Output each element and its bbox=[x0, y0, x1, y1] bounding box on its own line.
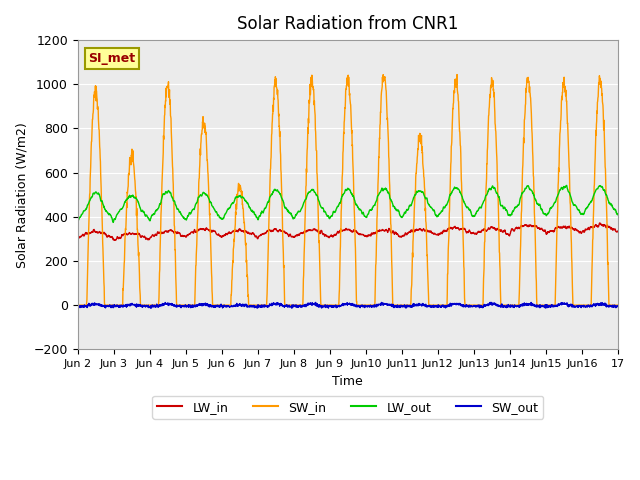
LW_out bbox=[364, 212, 371, 218]
LW_out bbox=[614, 212, 622, 217]
LW_out bbox=[109, 219, 117, 225]
LW_in bbox=[566, 226, 574, 231]
SW_in bbox=[582, 302, 589, 308]
LW_out bbox=[376, 191, 383, 196]
SW_in bbox=[364, 302, 371, 308]
Y-axis label: Solar Radiation (W/m2): Solar Radiation (W/m2) bbox=[15, 122, 28, 267]
LW_out bbox=[74, 219, 81, 225]
LW_in bbox=[110, 238, 118, 243]
Line: LW_in: LW_in bbox=[77, 223, 618, 240]
Legend: LW_in, SW_in, LW_out, SW_out: LW_in, SW_in, LW_out, SW_out bbox=[152, 396, 543, 419]
LW_in bbox=[614, 228, 622, 234]
SW_out bbox=[487, 300, 495, 305]
LW_out bbox=[563, 182, 570, 188]
SW_in bbox=[453, 72, 461, 77]
LW_in bbox=[74, 236, 81, 242]
Text: SI_met: SI_met bbox=[88, 52, 136, 65]
SW_out bbox=[74, 303, 81, 309]
LW_out bbox=[567, 193, 575, 199]
SW_in bbox=[505, 302, 513, 308]
SW_out bbox=[225, 303, 232, 309]
LW_in bbox=[364, 233, 371, 239]
Line: SW_out: SW_out bbox=[77, 302, 618, 308]
SW_in bbox=[566, 202, 574, 208]
SW_in bbox=[614, 302, 622, 308]
SW_out bbox=[364, 304, 371, 310]
SW_in bbox=[225, 302, 232, 308]
SW_out bbox=[505, 303, 513, 309]
Line: LW_out: LW_out bbox=[77, 185, 618, 222]
SW_in bbox=[74, 302, 81, 308]
Title: Solar Radiation from CNR1: Solar Radiation from CNR1 bbox=[237, 15, 458, 33]
SW_out bbox=[376, 301, 383, 307]
LW_out bbox=[225, 206, 232, 212]
SW_out bbox=[567, 301, 575, 307]
LW_in bbox=[225, 230, 232, 236]
LW_in bbox=[376, 228, 383, 233]
LW_out bbox=[582, 206, 589, 212]
Line: SW_in: SW_in bbox=[77, 74, 618, 305]
SW_out bbox=[582, 304, 589, 310]
LW_in bbox=[505, 232, 513, 238]
LW_in bbox=[596, 220, 604, 226]
LW_in bbox=[582, 226, 589, 232]
LW_out bbox=[505, 212, 513, 218]
SW_out bbox=[614, 303, 622, 309]
X-axis label: Time: Time bbox=[332, 374, 363, 387]
SW_out bbox=[288, 305, 296, 311]
SW_in bbox=[375, 155, 383, 160]
